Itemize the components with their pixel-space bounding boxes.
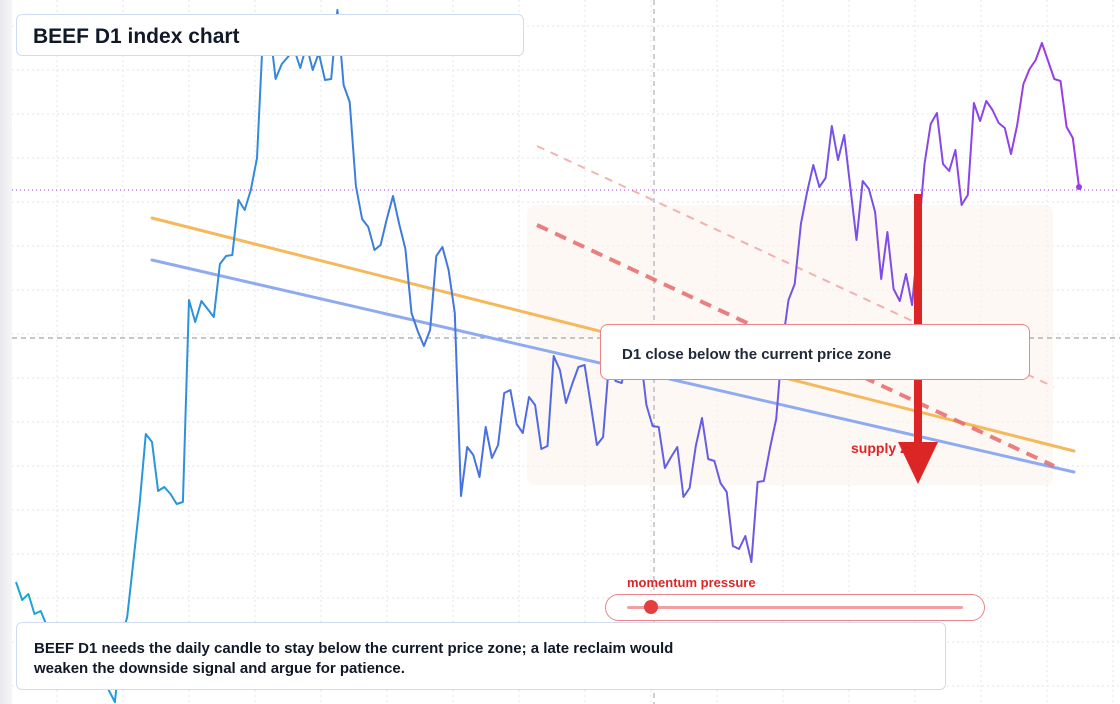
sell-arrow — [898, 194, 938, 484]
title-card: BEEF D1 index chart — [16, 14, 524, 56]
signal-callout: D1 close below the current price zone — [600, 324, 1030, 380]
supply-zone-label: supply zone — [851, 440, 932, 456]
momentum-knob[interactable] — [643, 600, 658, 614]
price-series-line — [15, 9, 1080, 703]
channel-line-2 — [536, 145, 1055, 388]
arrow-shaft — [914, 194, 922, 446]
last-price-marker — [1076, 184, 1082, 190]
momentum-slider[interactable] — [605, 594, 985, 621]
arrow-head — [898, 442, 938, 484]
left-rail — [0, 0, 12, 704]
note-text: BEEF D1 needs the daily candle to stay b… — [34, 640, 674, 677]
page-title: BEEF D1 index chart — [33, 25, 240, 48]
momentum-label: momentum pressure — [627, 575, 756, 590]
callout-text: D1 close below the current price zone — [622, 346, 892, 363]
momentum-track — [627, 606, 963, 609]
note-card: BEEF D1 needs the daily candle to stay b… — [16, 622, 946, 690]
